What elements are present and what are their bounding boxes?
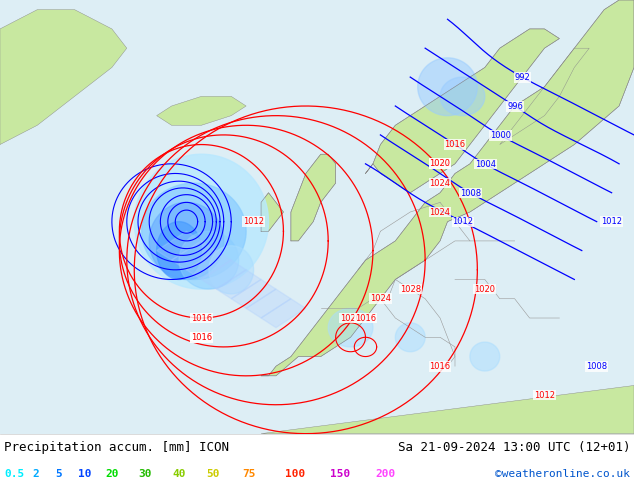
Polygon shape [261,386,634,434]
Polygon shape [216,270,261,299]
Polygon shape [157,231,202,260]
Text: 100: 100 [285,469,305,479]
Text: 1016: 1016 [355,314,376,322]
Text: 1020: 1020 [340,314,361,322]
Polygon shape [231,279,276,308]
Text: 40: 40 [172,469,186,479]
Polygon shape [470,342,500,371]
Text: 1000: 1000 [489,131,511,140]
Polygon shape [261,193,283,231]
Text: 200: 200 [375,469,395,479]
Text: 1032: 1032 [429,159,451,169]
Polygon shape [261,0,634,376]
Polygon shape [186,250,231,279]
Polygon shape [365,29,559,193]
Polygon shape [291,154,335,241]
Text: 150: 150 [330,469,350,479]
Polygon shape [157,97,246,125]
Polygon shape [179,231,238,289]
Text: 75: 75 [242,469,256,479]
Text: ©weatheronline.co.uk: ©weatheronline.co.uk [495,469,630,479]
Polygon shape [209,246,254,294]
Text: 1020: 1020 [430,159,451,169]
Text: 1020: 1020 [474,285,495,294]
Polygon shape [440,77,485,116]
Polygon shape [418,58,477,116]
Text: 996: 996 [507,102,523,111]
Text: 5: 5 [55,469,61,479]
Text: 1008: 1008 [586,362,607,371]
Text: 1012: 1012 [453,218,474,226]
Text: Precipitation accum. [mm] ICON: Precipitation accum. [mm] ICON [4,441,229,454]
Text: 1024: 1024 [430,178,451,188]
Polygon shape [500,48,589,145]
Polygon shape [202,260,246,289]
Polygon shape [396,323,425,352]
Text: 992: 992 [515,73,531,82]
Text: 1016: 1016 [191,333,212,342]
Text: 20: 20 [105,469,119,479]
Polygon shape [142,183,246,279]
Text: 1012: 1012 [601,217,622,226]
Polygon shape [261,299,306,328]
Text: 50: 50 [206,469,219,479]
Text: 1024: 1024 [370,294,391,303]
Text: 1016: 1016 [444,140,465,149]
Text: 1016: 1016 [191,333,212,342]
Text: 1024: 1024 [430,207,451,217]
Text: 2: 2 [32,469,39,479]
Text: Sa 21-09-2024 13:00 UTC (12+01): Sa 21-09-2024 13:00 UTC (12+01) [398,441,630,454]
Polygon shape [172,241,216,270]
Text: 10: 10 [78,469,91,479]
Polygon shape [246,289,291,318]
Text: 1028: 1028 [399,285,421,294]
Text: 1008: 1008 [460,189,481,197]
Text: 30: 30 [138,469,152,479]
Text: 0.5: 0.5 [4,469,24,479]
Text: 1016: 1016 [429,362,451,371]
Text: 1004: 1004 [475,160,496,169]
Text: 1016: 1016 [191,314,212,322]
Polygon shape [328,308,373,347]
Polygon shape [157,221,202,279]
Polygon shape [134,154,269,289]
Text: 1012: 1012 [243,217,264,226]
Polygon shape [149,202,224,279]
Text: 1012: 1012 [534,391,555,400]
Polygon shape [0,10,127,145]
